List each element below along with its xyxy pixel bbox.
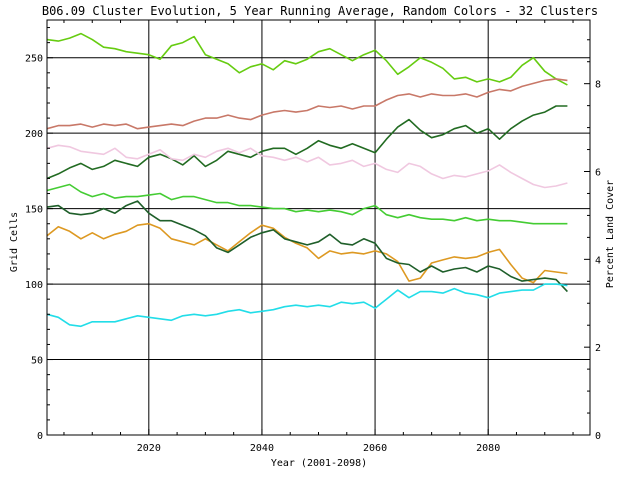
y2-tick-label: 8 (595, 80, 601, 91)
series-line-6 (46, 222, 568, 284)
y2-tick-label: 6 (595, 168, 601, 179)
y-tick-label: 200 (25, 129, 43, 140)
grid-lines (47, 20, 590, 435)
series-line-2 (46, 78, 568, 130)
series-line-5 (46, 183, 568, 225)
y-tick-label: 100 (25, 280, 43, 291)
y-axis-label: Grid Cells (9, 212, 20, 272)
x-tick-label: 2060 (363, 443, 387, 454)
y-tick-label: 150 (25, 205, 43, 216)
x-tick-label: 2040 (250, 443, 274, 454)
series-line-3 (46, 105, 568, 180)
x-axis-label: Year (2001-2098) (271, 458, 367, 469)
chart-title: B06.09 Cluster Evolution, 5 Year Running… (42, 4, 598, 18)
y2-tick-label: 0 (595, 431, 601, 442)
x-axis-ticks: 2020 2040 2060 2080 (63, 20, 574, 454)
series-line-1 (46, 32, 568, 86)
y2-tick-label: 4 (595, 255, 601, 266)
plot-frame (46, 19, 591, 436)
series-group (46, 32, 568, 328)
series-line-4 (46, 144, 568, 189)
y2-tick-label: 2 (595, 343, 601, 354)
y-axis-ticks: 0 50 100 150 200 250 (25, 27, 53, 442)
y-tick-label: 0 (37, 431, 43, 442)
y2-axis-ticks: 0 2 4 6 8 (584, 39, 601, 442)
series-line-8 (46, 283, 568, 328)
x-tick-label: 2020 (137, 443, 161, 454)
y2-axis-label: Percent Land Cover (605, 180, 616, 288)
series-line-7 (46, 200, 568, 293)
x-tick-label: 2080 (476, 443, 500, 454)
y-tick-label: 250 (25, 54, 43, 65)
y-tick-label: 50 (31, 356, 43, 367)
